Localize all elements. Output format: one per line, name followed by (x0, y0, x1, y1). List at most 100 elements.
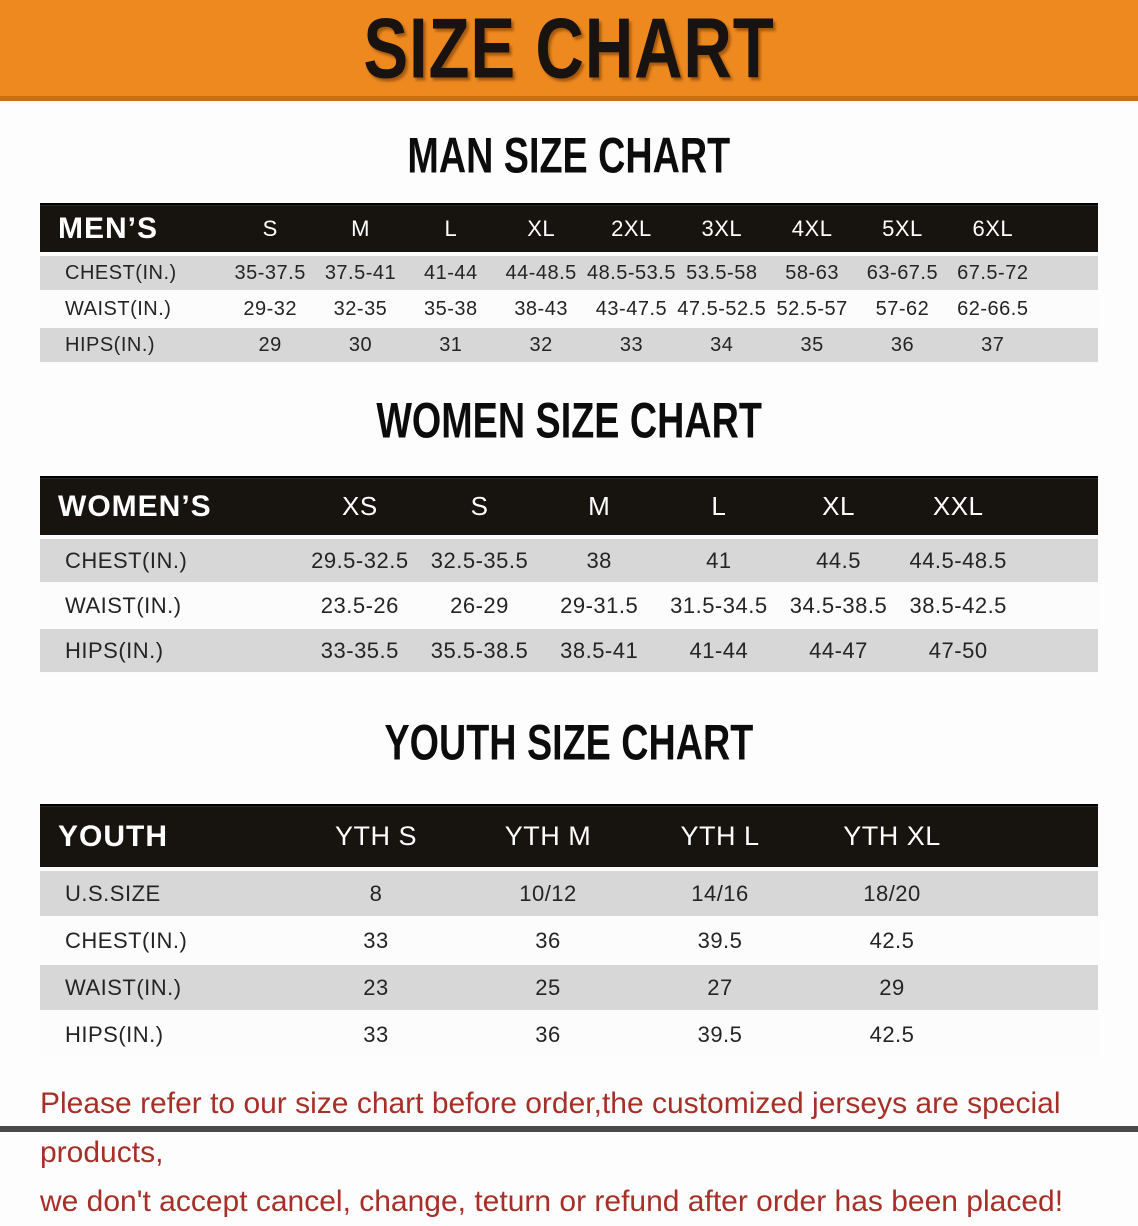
value-cell: 37 (981, 333, 1005, 356)
table-header-row: WOMEN’S XS S M L XL XXL (40, 476, 1098, 535)
size-column-header: 5XL (882, 215, 923, 241)
size-column-header: YTH S (334, 821, 417, 851)
youth-section-heading: YOUTH SIZE CHART (0, 713, 1138, 771)
value-cell: 18/20 (863, 880, 921, 906)
value-cell: 44.5 (816, 547, 861, 573)
value-cell: 62-66.5 (957, 297, 1029, 320)
size-column-header: XL (822, 491, 855, 521)
row-label-cell: WAIST(IN.) (65, 974, 182, 1000)
table-row: U.S.SIZE 8 10/12 14/16 18/20 (40, 869, 1098, 918)
value-cell: 42.5 (869, 927, 915, 953)
size-column-header: S (470, 491, 489, 521)
table-header-row: YOUTH YTH S YTH M YTH L YTH XL (40, 804, 1098, 867)
value-cell: 35.5-38.5 (430, 637, 529, 663)
value-cell: 32-35 (333, 297, 388, 320)
value-cell: 38.5-41 (560, 637, 639, 663)
men-section-heading: MAN SIZE CHART (0, 127, 1138, 183)
value-cell: 38-43 (514, 297, 568, 320)
bottom-edge-bar (0, 1126, 1138, 1132)
value-cell: 52.5-57 (776, 297, 848, 320)
value-cell: 57-62 (875, 297, 930, 320)
men-size-table: MEN’S S M L XL 2XL 3XL 4XL 5XL 6XL CHEST(IN.) 35-37… (40, 203, 1098, 364)
size-column-header: M (588, 491, 611, 521)
table-row: WAIST(IN.) 29-32 32-35 35-38 38-43 43-47.5 47.… (40, 292, 1098, 326)
value-cell: 33 (363, 927, 389, 953)
value-cell: 34.5-38.5 (789, 592, 888, 618)
value-cell: 47.5-52.5 (677, 297, 767, 320)
women-size-table: WOMEN’S XS S M L XL XXL CHEST(IN.) 29.5-32.5 32.5… (40, 476, 1098, 674)
value-cell: 53.5-58 (686, 261, 758, 284)
value-cell: 47-50 (928, 637, 988, 663)
size-column-header: XXL (932, 491, 984, 521)
value-cell: 44-48.5 (505, 261, 577, 284)
size-column-header: XS (341, 491, 378, 521)
value-cell: 34 (710, 333, 734, 356)
table-row: CHEST(IN.) 29.5-32.5 32.5-35.5 38 41 44.5 44.5… (40, 537, 1098, 584)
size-column-header: M (351, 215, 370, 241)
table-header-row: MEN’S S M L XL 2XL 3XL 4XL 5XL 6XL (40, 203, 1098, 252)
value-cell: 35-37.5 (234, 261, 306, 284)
value-cell: 38 (586, 547, 612, 573)
women-heading-text: WOMEN SIZE CHART (376, 391, 762, 449)
size-column-header: 3XL (701, 215, 743, 241)
row-label-cell: HIPS(IN.) (65, 333, 156, 356)
row-label-cell: CHEST(IN.) (65, 547, 188, 573)
value-cell: 29.5-32.5 (311, 547, 409, 573)
value-cell: 33 (619, 333, 644, 356)
value-cell: 67.5-72 (957, 261, 1029, 284)
value-cell: 36 (535, 1021, 561, 1047)
value-cell: 41-44 (689, 637, 749, 663)
value-cell: 33 (363, 1021, 389, 1047)
value-cell: 41 (706, 547, 732, 573)
value-cell: 29 (258, 333, 282, 356)
size-chart-banner: SIZE CHART (0, 0, 1138, 101)
value-cell: 41-44 (423, 261, 478, 284)
size-column-header: YTH XL (843, 821, 941, 851)
value-cell: 25 (535, 974, 561, 1000)
row-label-cell: CHEST(IN.) (65, 927, 188, 953)
youth-heading-text: YOUTH SIZE CHART (384, 713, 754, 771)
value-cell: 39.5 (697, 1021, 743, 1047)
value-cell: 58-63 (785, 261, 839, 284)
value-cell: 29-32 (243, 297, 297, 320)
row-label-cell: CHEST(IN.) (65, 261, 177, 284)
size-column-header: L (711, 491, 727, 521)
table-row: HIPS(IN.) 33-35.5 35.5-38.5 38.5-41 41-44 44-… (40, 627, 1098, 674)
value-cell: 29 (879, 974, 905, 1000)
value-cell: 29-31.5 (560, 592, 639, 618)
value-cell: 32 (529, 333, 553, 356)
value-cell: 31 (439, 333, 463, 356)
table-row: CHEST(IN.) 35-37.5 37.5-41 41-44 44-48.5 48.5… (40, 254, 1098, 292)
value-cell: 38.5-42.5 (909, 592, 1007, 618)
value-cell: 33-35.5 (320, 637, 399, 663)
table-row: CHEST(IN.) 33 36 39.5 42.5 (40, 918, 1098, 963)
row-label-cell: HIPS(IN.) (65, 1021, 164, 1047)
value-cell: 30 (348, 333, 373, 356)
value-cell: 35 (800, 333, 824, 356)
value-cell: 35-38 (423, 297, 478, 320)
value-cell: 27 (707, 974, 733, 1000)
value-cell: 26-29 (450, 592, 509, 618)
value-cell: 31.5-34.5 (670, 592, 768, 618)
value-cell: 43-47.5 (595, 297, 668, 320)
table-corner-label: WOMEN’S (58, 489, 212, 523)
youth-size-table: YOUTH YTH S YTH M YTH L YTH XL U.S.SIZE 8 10/12… (40, 804, 1098, 1057)
table-row: HIPS(IN.) 29 30 31 32 33 34 35 36 37 (40, 326, 1098, 364)
value-cell: 23 (363, 974, 389, 1000)
value-cell: 36 (535, 927, 561, 953)
value-cell: 8 (369, 880, 383, 906)
row-label-cell: WAIST(IN.) (65, 592, 182, 618)
table-row: HIPS(IN.) 33 36 39.5 42.5 (40, 1012, 1098, 1057)
women-section-heading: WOMEN SIZE CHART (0, 391, 1138, 449)
size-column-header: YTH M (504, 821, 592, 851)
value-cell: 14/16 (691, 880, 749, 906)
row-label-cell: WAIST(IN.) (65, 297, 172, 320)
row-label-cell: U.S.SIZE (65, 880, 161, 906)
size-column-header: L (444, 215, 458, 241)
table-corner-label: YOUTH (58, 819, 168, 853)
value-cell: 10/12 (519, 880, 577, 906)
disclaimer-note: Please refer to our size chart before or… (0, 1079, 1138, 1226)
table-corner-label: MEN’S (58, 211, 159, 245)
size-column-header: 6XL (972, 215, 1014, 241)
value-cell: 23.5-26 (320, 592, 399, 618)
